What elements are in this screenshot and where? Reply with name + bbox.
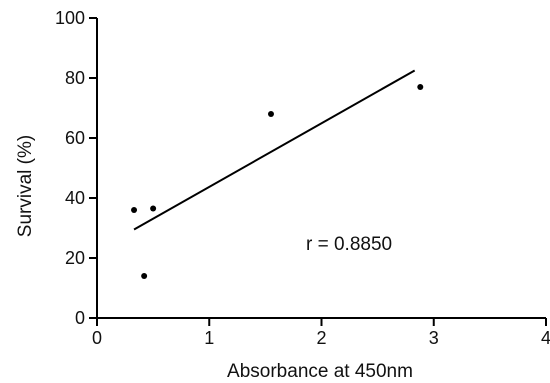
- x-ticks: 0 1 2 3 4: [92, 318, 550, 348]
- y-ticks: 0 20 40 60 80 100: [55, 8, 97, 328]
- y-axis-title: Survival (%): [15, 135, 36, 237]
- y-tick-label: 60: [65, 128, 85, 148]
- data-point: [141, 273, 148, 279]
- x-axis-title: Absorbance at 450nm: [227, 361, 413, 382]
- x-tick-label: 2: [316, 328, 326, 348]
- x-tick-label: 0: [92, 328, 102, 348]
- data-point: [267, 111, 274, 117]
- points-group: [131, 84, 424, 279]
- trendline: [133, 69, 416, 231]
- y-tick-label: 100: [55, 8, 85, 28]
- y-tick-label: 0: [75, 308, 85, 328]
- data-point: [417, 84, 424, 90]
- data-point: [131, 207, 138, 213]
- x-tick-label: 1: [204, 328, 214, 348]
- axes: [96, 18, 546, 319]
- x-tick-label: 4: [541, 328, 550, 348]
- y-tick-label: 20: [65, 248, 85, 268]
- y-tick-label: 40: [65, 188, 85, 208]
- x-tick-label: 3: [429, 328, 439, 348]
- data-point: [150, 205, 157, 212]
- correlation-annotation: r = 0.8850: [306, 234, 392, 255]
- y-tick-label: 80: [65, 68, 85, 88]
- trendline-group: [133, 69, 416, 231]
